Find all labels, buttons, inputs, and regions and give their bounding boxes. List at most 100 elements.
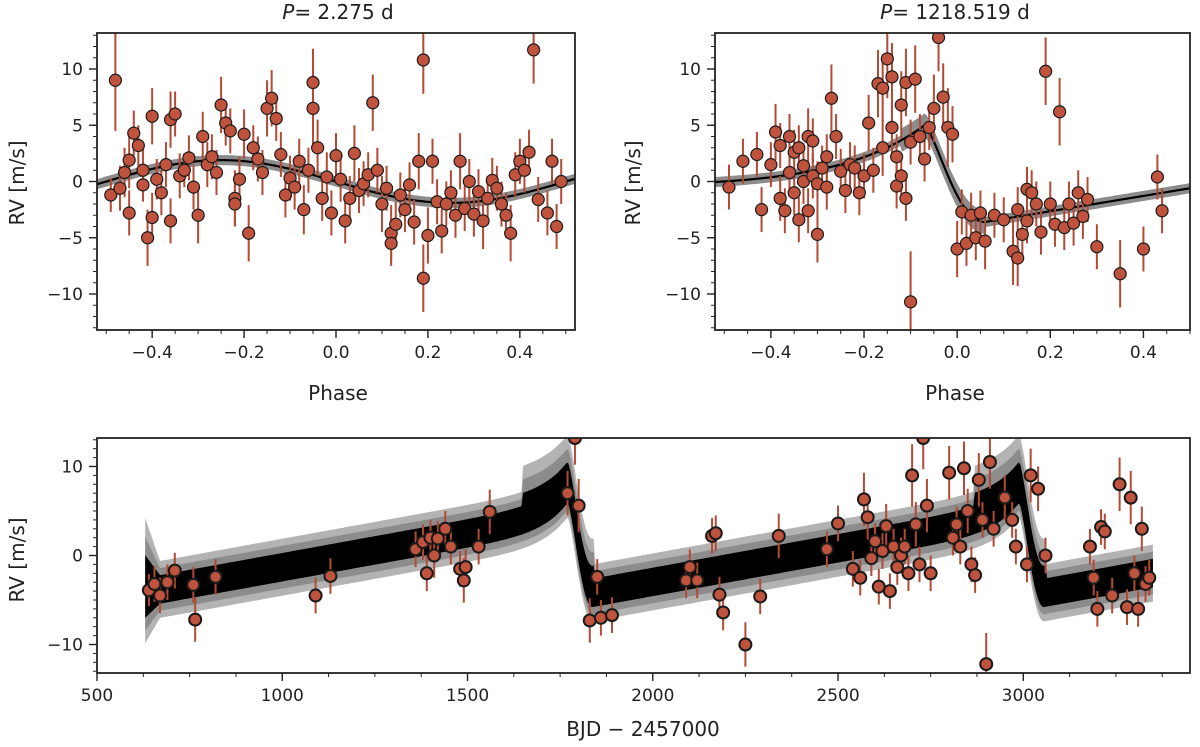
data-point (136, 178, 150, 192)
data-point (292, 154, 306, 168)
data-point (899, 191, 913, 205)
data-point (375, 197, 389, 211)
data-point (824, 91, 839, 105)
data-point (223, 124, 237, 138)
x-tick-label: 0.0 (944, 343, 971, 363)
data-point (986, 521, 1001, 536)
data-point (152, 588, 167, 603)
data-point (560, 486, 575, 501)
data-point (1127, 566, 1142, 581)
data-point (494, 197, 509, 211)
x-tick-label: 1500 (446, 686, 489, 706)
data-point (764, 158, 778, 172)
data-point (708, 526, 723, 541)
data-point (443, 539, 458, 554)
data-point (820, 150, 834, 164)
data-points-1 (104, 33, 568, 312)
data-point (750, 147, 764, 162)
data-points-2 (722, 33, 1169, 330)
data-point (384, 236, 398, 250)
data-point (590, 569, 605, 584)
data-point (1105, 588, 1120, 603)
data-point (246, 141, 260, 155)
plot-area-2 (715, 33, 1190, 330)
data-point (852, 186, 866, 200)
data-point (1034, 225, 1048, 239)
data-point (122, 206, 136, 220)
data-point (127, 126, 141, 140)
data-point (782, 129, 797, 144)
y-tick-label: −10 (47, 636, 83, 656)
data-point (1131, 601, 1146, 616)
data-point (522, 145, 536, 159)
data-point (167, 563, 182, 578)
phase-panel-short-period: P= 2.275 d RV [m/s] Phase −0.4 −0.2 0.0 0.2… (5, 0, 576, 405)
data-point (605, 608, 620, 623)
data-point (255, 165, 270, 180)
data-point (897, 539, 912, 554)
data-point (389, 217, 403, 231)
data-point (885, 70, 899, 84)
data-point (439, 197, 453, 211)
data-point (879, 519, 894, 534)
data-point (908, 72, 922, 86)
data-point (593, 610, 608, 625)
data-point (936, 90, 950, 104)
data-point (953, 539, 968, 554)
data-point (402, 178, 417, 192)
data-point (490, 181, 504, 195)
x-tick-label: 3000 (1002, 686, 1045, 706)
data-point (1005, 512, 1020, 527)
data-point (481, 191, 495, 205)
x-tick-label: −0.2 (223, 343, 264, 363)
data-point (196, 129, 210, 144)
data-point (163, 214, 178, 228)
phase-panel-long-period: P= 1218.519 d RV [m/s] Phase −0.4 −0.2 0.0… (621, 0, 1191, 405)
data-point (527, 43, 541, 57)
data-point (531, 192, 545, 207)
data-point (894, 98, 908, 112)
data-point (306, 75, 320, 90)
data-point (876, 141, 890, 155)
x-tick-label: 0.2 (414, 343, 441, 363)
data-point (117, 165, 132, 180)
data-point (690, 573, 705, 588)
data-point (787, 186, 801, 200)
data-point (462, 174, 476, 189)
data-point (347, 146, 361, 160)
data-point (412, 154, 426, 168)
data-point (471, 539, 486, 554)
data-point (324, 206, 339, 220)
data-point (834, 164, 848, 178)
data-point (1097, 524, 1112, 539)
data-point (168, 107, 182, 121)
data-point (343, 191, 357, 205)
data-point (913, 129, 927, 144)
panel-3-ylabel: RV [m/s] (5, 517, 29, 602)
data-point (1038, 548, 1053, 563)
x-tick-label: 1000 (261, 686, 304, 706)
data-point (768, 125, 783, 139)
data-point (214, 98, 228, 112)
panel-1-ylabel: RV [m/s] (5, 140, 29, 225)
x-tick-label: 0.4 (506, 343, 533, 363)
data-point (810, 227, 825, 241)
data-point (792, 141, 806, 155)
data-point (801, 204, 815, 218)
data-point (131, 138, 145, 153)
panel-3-xlabel: BJD − 2457000 (566, 717, 720, 741)
data-point (453, 154, 467, 168)
data-point (278, 188, 293, 202)
data-point (159, 158, 173, 172)
data-point (421, 228, 435, 243)
data-point (398, 203, 412, 217)
data-point (1080, 192, 1095, 207)
data-point (476, 214, 490, 228)
data-point (582, 613, 597, 628)
data-point (425, 154, 440, 168)
data-point (1090, 240, 1104, 254)
data-point (393, 188, 407, 202)
data-point (554, 174, 568, 189)
x-tick-label: 2500 (816, 686, 859, 706)
